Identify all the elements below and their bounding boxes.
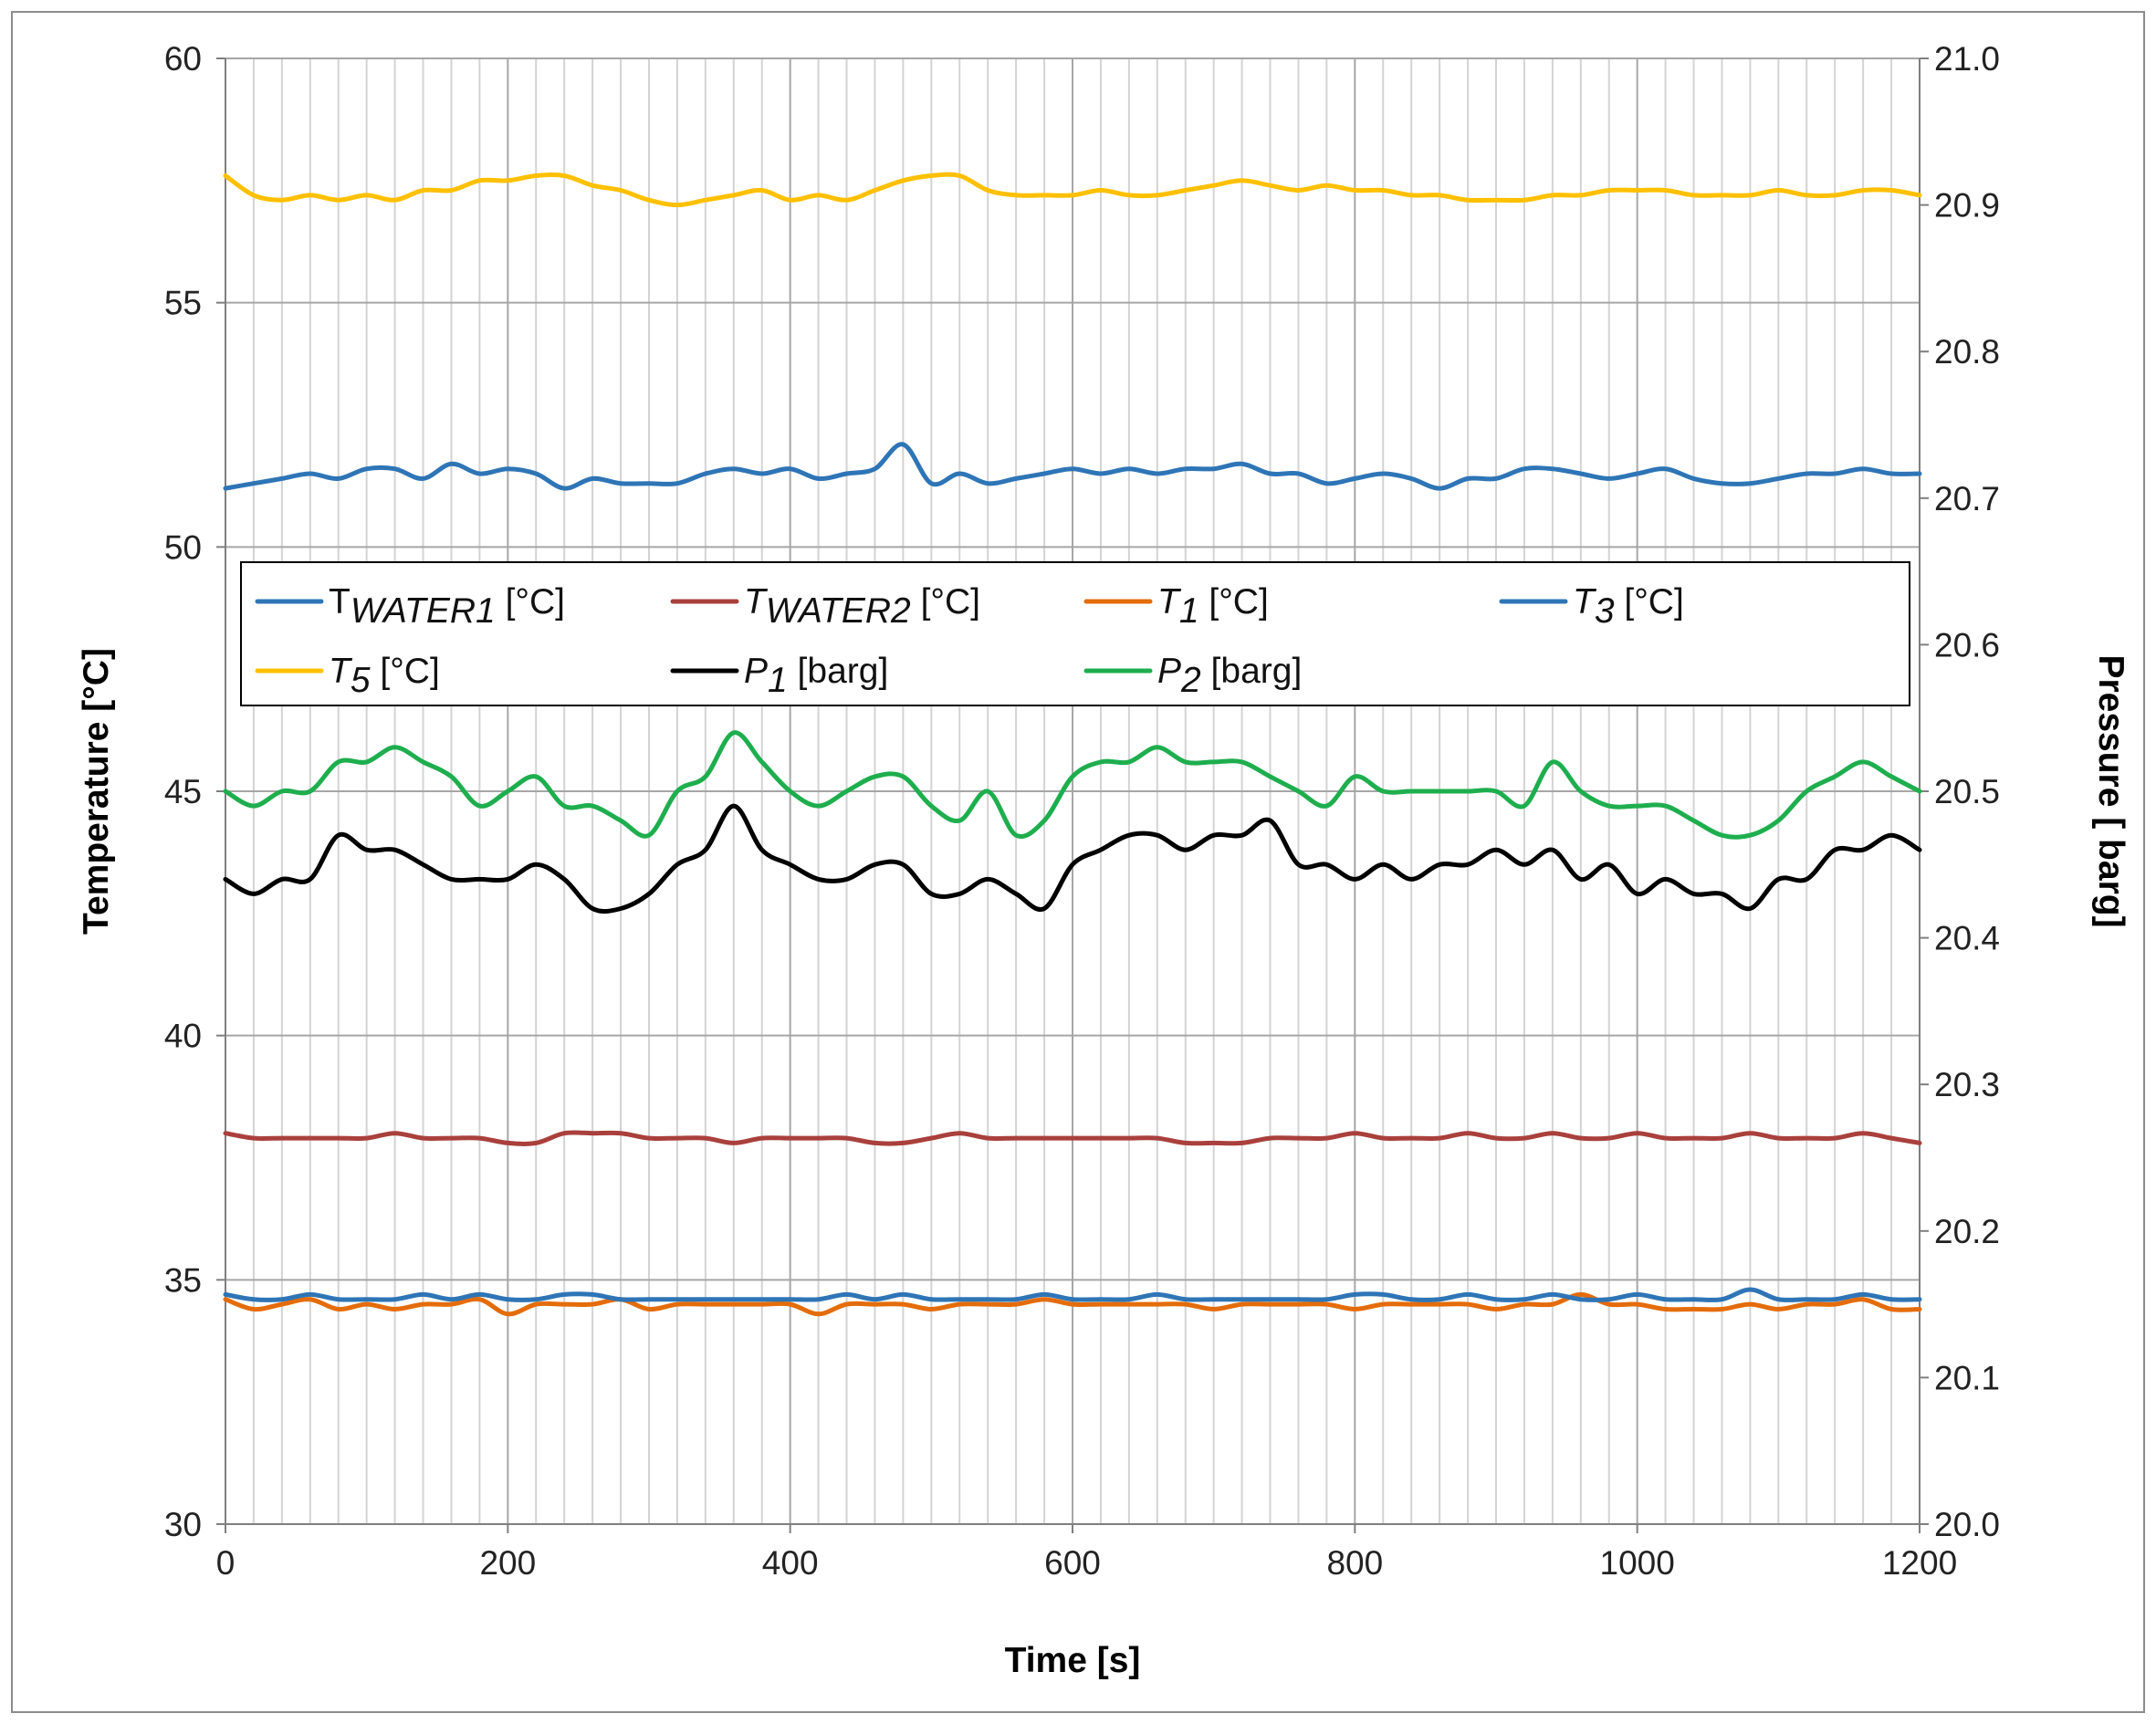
x-tick-label: 400 bbox=[762, 1544, 819, 1582]
legend-label-unit: [barg] bbox=[788, 652, 889, 691]
legend-label-sub: 3 bbox=[1595, 591, 1615, 631]
series-line-t-5 bbox=[223, 172, 1922, 208]
y2-tick-label: 20.6 bbox=[1934, 626, 2000, 663]
y2-tick-label: 20.3 bbox=[1934, 1066, 2000, 1103]
series-line-t-water2 bbox=[223, 1130, 1922, 1146]
legend-label-unit: [°C] bbox=[911, 582, 980, 622]
legend-label: P1 [barg] bbox=[744, 652, 888, 700]
y2-tick-label: 20.7 bbox=[1934, 480, 2000, 517]
legend-label-unit: [°C] bbox=[371, 652, 440, 691]
legend-label-main: T bbox=[744, 582, 769, 622]
legend-label: T5 [°C] bbox=[329, 652, 440, 700]
x-tick-label: 600 bbox=[1044, 1544, 1101, 1582]
legend-box bbox=[240, 561, 1910, 706]
legend: TWATER1 [°C] TWATER2 [°C] T1 [°C] T3 [°C]T5… bbox=[240, 561, 1910, 706]
legend-label-main: T bbox=[1157, 582, 1182, 622]
legend-label-unit: [°C] bbox=[1199, 582, 1269, 622]
legend-label-sub: 2 bbox=[1180, 661, 1201, 700]
series-line-t-1 bbox=[223, 1291, 1922, 1317]
series-line-t-water1 bbox=[223, 1287, 1922, 1302]
y2-tick-label: 20.1 bbox=[1934, 1359, 2000, 1396]
legend-label: T1 [°C] bbox=[1157, 582, 1269, 631]
y2-tick-label: 20.0 bbox=[1934, 1506, 2000, 1543]
legend-label-unit: [°C] bbox=[496, 582, 565, 622]
x-tick-label: 200 bbox=[479, 1544, 536, 1582]
legend-label-main: T bbox=[1573, 582, 1597, 622]
legend-label-main: T bbox=[329, 582, 351, 622]
y2-tick-label: 20.9 bbox=[1934, 187, 2000, 225]
x-tick-label: 1200 bbox=[1882, 1544, 1957, 1582]
y2-axis-title: Pressure [ barg] bbox=[2091, 654, 2130, 927]
y2-tick-label: 20.5 bbox=[1934, 773, 2000, 810]
y-tick-label: 50 bbox=[164, 528, 202, 566]
legend-label-main: T bbox=[329, 652, 353, 691]
legend-label-main: P bbox=[744, 652, 768, 691]
legend-label: P2 [barg] bbox=[1157, 652, 1302, 700]
x-tick-label: 1000 bbox=[1600, 1544, 1675, 1582]
series-line-p-2 bbox=[223, 730, 1922, 840]
legend-label-sub: WATER1 bbox=[351, 591, 496, 631]
y-tick-label: 60 bbox=[164, 40, 202, 78]
x-tick-label: 0 bbox=[216, 1544, 235, 1582]
x-tick-label: 800 bbox=[1326, 1544, 1383, 1582]
legend-label-sub: 5 bbox=[351, 661, 371, 700]
tick-labels: 0 200 400 600 800 1000 12003035404550556020.02… bbox=[164, 40, 2000, 1582]
series-lines bbox=[223, 172, 1922, 1317]
x-axis-title: Time [s] bbox=[1005, 1641, 1141, 1680]
legend-label-unit: [°C] bbox=[1615, 582, 1684, 622]
y-tick-label: 30 bbox=[164, 1506, 202, 1543]
legend-label-sub: WATER2 bbox=[766, 591, 911, 631]
y-tick-label: 45 bbox=[164, 773, 202, 810]
y2-tick-label: 21.0 bbox=[1934, 40, 2000, 78]
series-line-p-1 bbox=[223, 803, 1922, 914]
legend-label-main: P bbox=[1157, 652, 1181, 691]
y-tick-label: 35 bbox=[164, 1261, 202, 1299]
legend-label: TWATER1 [°C] bbox=[329, 582, 565, 631]
series-line-t-3 bbox=[223, 442, 1922, 491]
y2-tick-label: 20.4 bbox=[1934, 920, 2000, 957]
major-gridlines bbox=[225, 57, 1921, 1524]
y2-tick-label: 20.2 bbox=[1934, 1213, 2000, 1250]
legend-label-sub: 1 bbox=[1179, 591, 1199, 631]
y-axis-title: Temperature [°C] bbox=[77, 648, 116, 935]
legend-label-unit: [barg] bbox=[1201, 652, 1303, 691]
y-tick-label: 40 bbox=[164, 1018, 202, 1055]
legend-label: TWATER2 [°C] bbox=[744, 582, 980, 631]
y-tick-label: 55 bbox=[164, 285, 202, 322]
y2-tick-label: 20.8 bbox=[1934, 333, 2000, 371]
legend-label: T3 [°C] bbox=[1573, 582, 1684, 631]
legend-label-sub: 1 bbox=[768, 661, 788, 700]
